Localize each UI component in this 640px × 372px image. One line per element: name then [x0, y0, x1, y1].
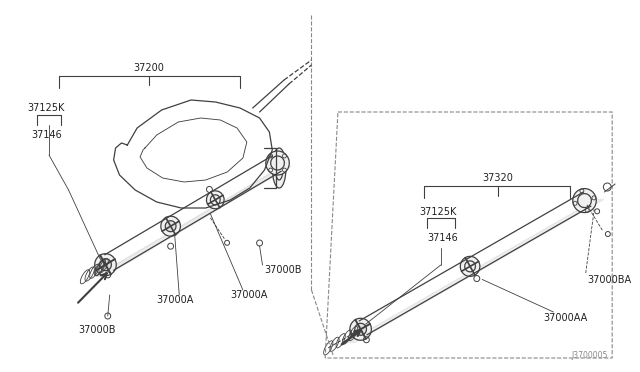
- Text: 37320: 37320: [482, 173, 513, 183]
- Text: 37000B: 37000B: [78, 325, 116, 335]
- Text: 37125K: 37125K: [28, 103, 65, 113]
- Text: 37000B: 37000B: [264, 265, 302, 275]
- Ellipse shape: [165, 221, 176, 232]
- Ellipse shape: [460, 256, 480, 276]
- Ellipse shape: [207, 191, 224, 209]
- Ellipse shape: [161, 216, 180, 236]
- Text: 37125K: 37125K: [419, 207, 456, 217]
- Text: 37146: 37146: [31, 130, 62, 140]
- Ellipse shape: [350, 318, 371, 340]
- Ellipse shape: [272, 148, 286, 188]
- Text: 37000A: 37000A: [157, 295, 194, 305]
- Text: 37000BA: 37000BA: [588, 275, 632, 285]
- Ellipse shape: [355, 323, 367, 335]
- Text: 37000AA: 37000AA: [543, 313, 588, 323]
- Text: 37146: 37146: [427, 233, 458, 243]
- Text: 37000A: 37000A: [230, 290, 268, 300]
- Ellipse shape: [100, 259, 111, 271]
- Text: J3700005: J3700005: [571, 350, 607, 359]
- Text: 37200: 37200: [134, 63, 164, 73]
- Ellipse shape: [573, 189, 596, 212]
- Ellipse shape: [266, 151, 289, 175]
- Ellipse shape: [95, 254, 116, 276]
